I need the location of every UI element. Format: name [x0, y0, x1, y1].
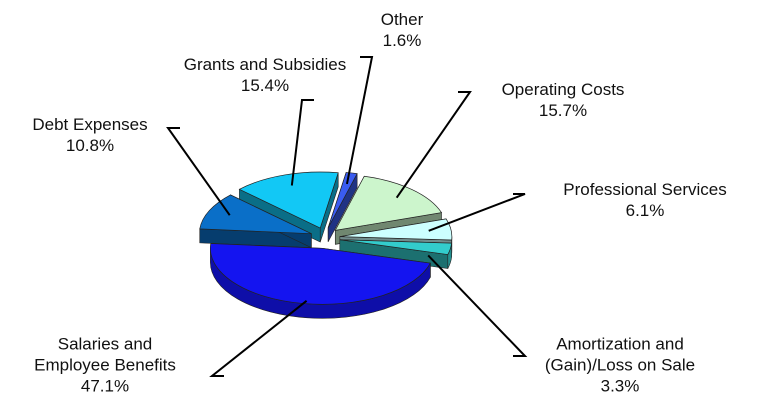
slice-percent: 3.3% [600, 376, 640, 396]
data-label: Operating Costs 15.7% [463, 79, 663, 121]
data-label: Professional Services 6.1% [525, 179, 757, 221]
slice-name: Other [380, 10, 424, 29]
slice [339, 218, 453, 241]
slice-name: Professional Services [563, 180, 727, 199]
leader-line [345, 56, 374, 185]
data-label: Grants and Subsidies 15.4% [145, 54, 385, 96]
slice [339, 239, 452, 255]
slice-name: Grants and Subsidies [183, 55, 347, 74]
slice-name: Salaries and Employee Benefits [34, 334, 176, 375]
leader-line [428, 193, 526, 232]
slice [334, 175, 443, 231]
leader-line [209, 300, 308, 377]
leader-line [395, 91, 472, 199]
data-label: Amortization and (Gain)/Loss on Sale 3.3% [520, 334, 720, 397]
slice-percent: 47.1% [80, 376, 130, 396]
data-label: Other 1.6% [362, 9, 442, 51]
slice-percent: 15.7% [538, 101, 588, 120]
slice-name: Debt Expenses [32, 115, 148, 134]
leader-line [166, 127, 231, 216]
slice-percent: 10.8% [65, 136, 115, 155]
slice-percent: 6.1% [625, 201, 665, 220]
data-label: Salaries and Employee Benefits 47.1% [20, 334, 190, 397]
slice-name: Amortization and (Gain)/Loss on Sale [544, 334, 696, 375]
slice [199, 194, 312, 235]
slice-name: Operating Costs [501, 80, 625, 99]
slice [238, 171, 339, 229]
data-label: Debt Expenses 10.8% [10, 114, 170, 156]
slice-percent: 1.6% [382, 31, 422, 50]
slice [327, 172, 358, 228]
leader-line [427, 254, 528, 357]
leader-line [290, 99, 314, 186]
slice-percent: 15.4% [240, 76, 290, 95]
